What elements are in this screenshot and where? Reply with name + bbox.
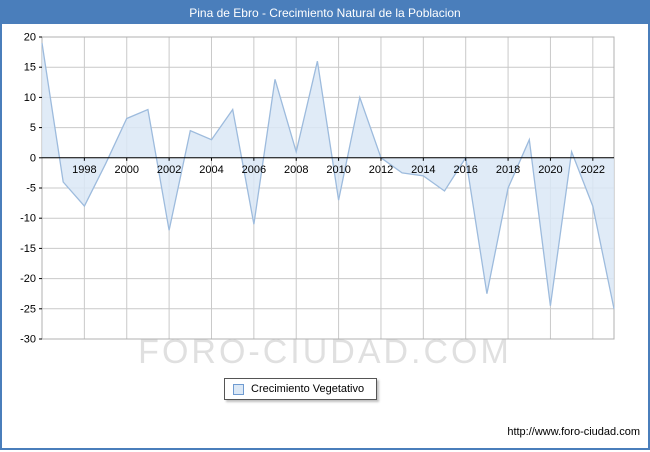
- svg-text:2000: 2000: [114, 164, 138, 176]
- svg-text:-10: -10: [20, 213, 36, 225]
- svg-text:2006: 2006: [242, 164, 266, 176]
- svg-text:2002: 2002: [157, 164, 181, 176]
- svg-text:2004: 2004: [199, 164, 223, 176]
- svg-text:10: 10: [24, 92, 36, 104]
- footer-url: http://www.foro-ciudad.com: [507, 426, 640, 438]
- svg-text:15: 15: [24, 62, 36, 74]
- svg-text:0: 0: [30, 152, 36, 164]
- svg-text:2018: 2018: [496, 164, 520, 176]
- svg-text:20: 20: [24, 32, 36, 44]
- svg-text:2014: 2014: [411, 164, 435, 176]
- chart-title: Pina de Ebro - Crecimiento Natural de la…: [189, 6, 461, 20]
- svg-text:2012: 2012: [369, 164, 393, 176]
- svg-text:-25: -25: [20, 303, 36, 315]
- title-bar: Pina de Ebro - Crecimiento Natural de la…: [2, 2, 648, 24]
- svg-text:2022: 2022: [581, 164, 605, 176]
- svg-text:2016: 2016: [453, 164, 477, 176]
- svg-text:2010: 2010: [326, 164, 350, 176]
- svg-text:-15: -15: [20, 243, 36, 255]
- svg-text:5: 5: [30, 122, 36, 134]
- svg-text:-20: -20: [20, 273, 36, 285]
- legend-marker-icon: [233, 383, 244, 395]
- legend-label: Crecimiento Vegetativo: [251, 383, 365, 395]
- svg-text:1998: 1998: [72, 164, 96, 176]
- svg-text:-5: -5: [26, 183, 36, 195]
- legend: Crecimiento Vegetativo: [224, 378, 378, 400]
- svg-text:2020: 2020: [538, 164, 562, 176]
- svg-text:-30: -30: [20, 334, 36, 346]
- svg-text:2008: 2008: [284, 164, 308, 176]
